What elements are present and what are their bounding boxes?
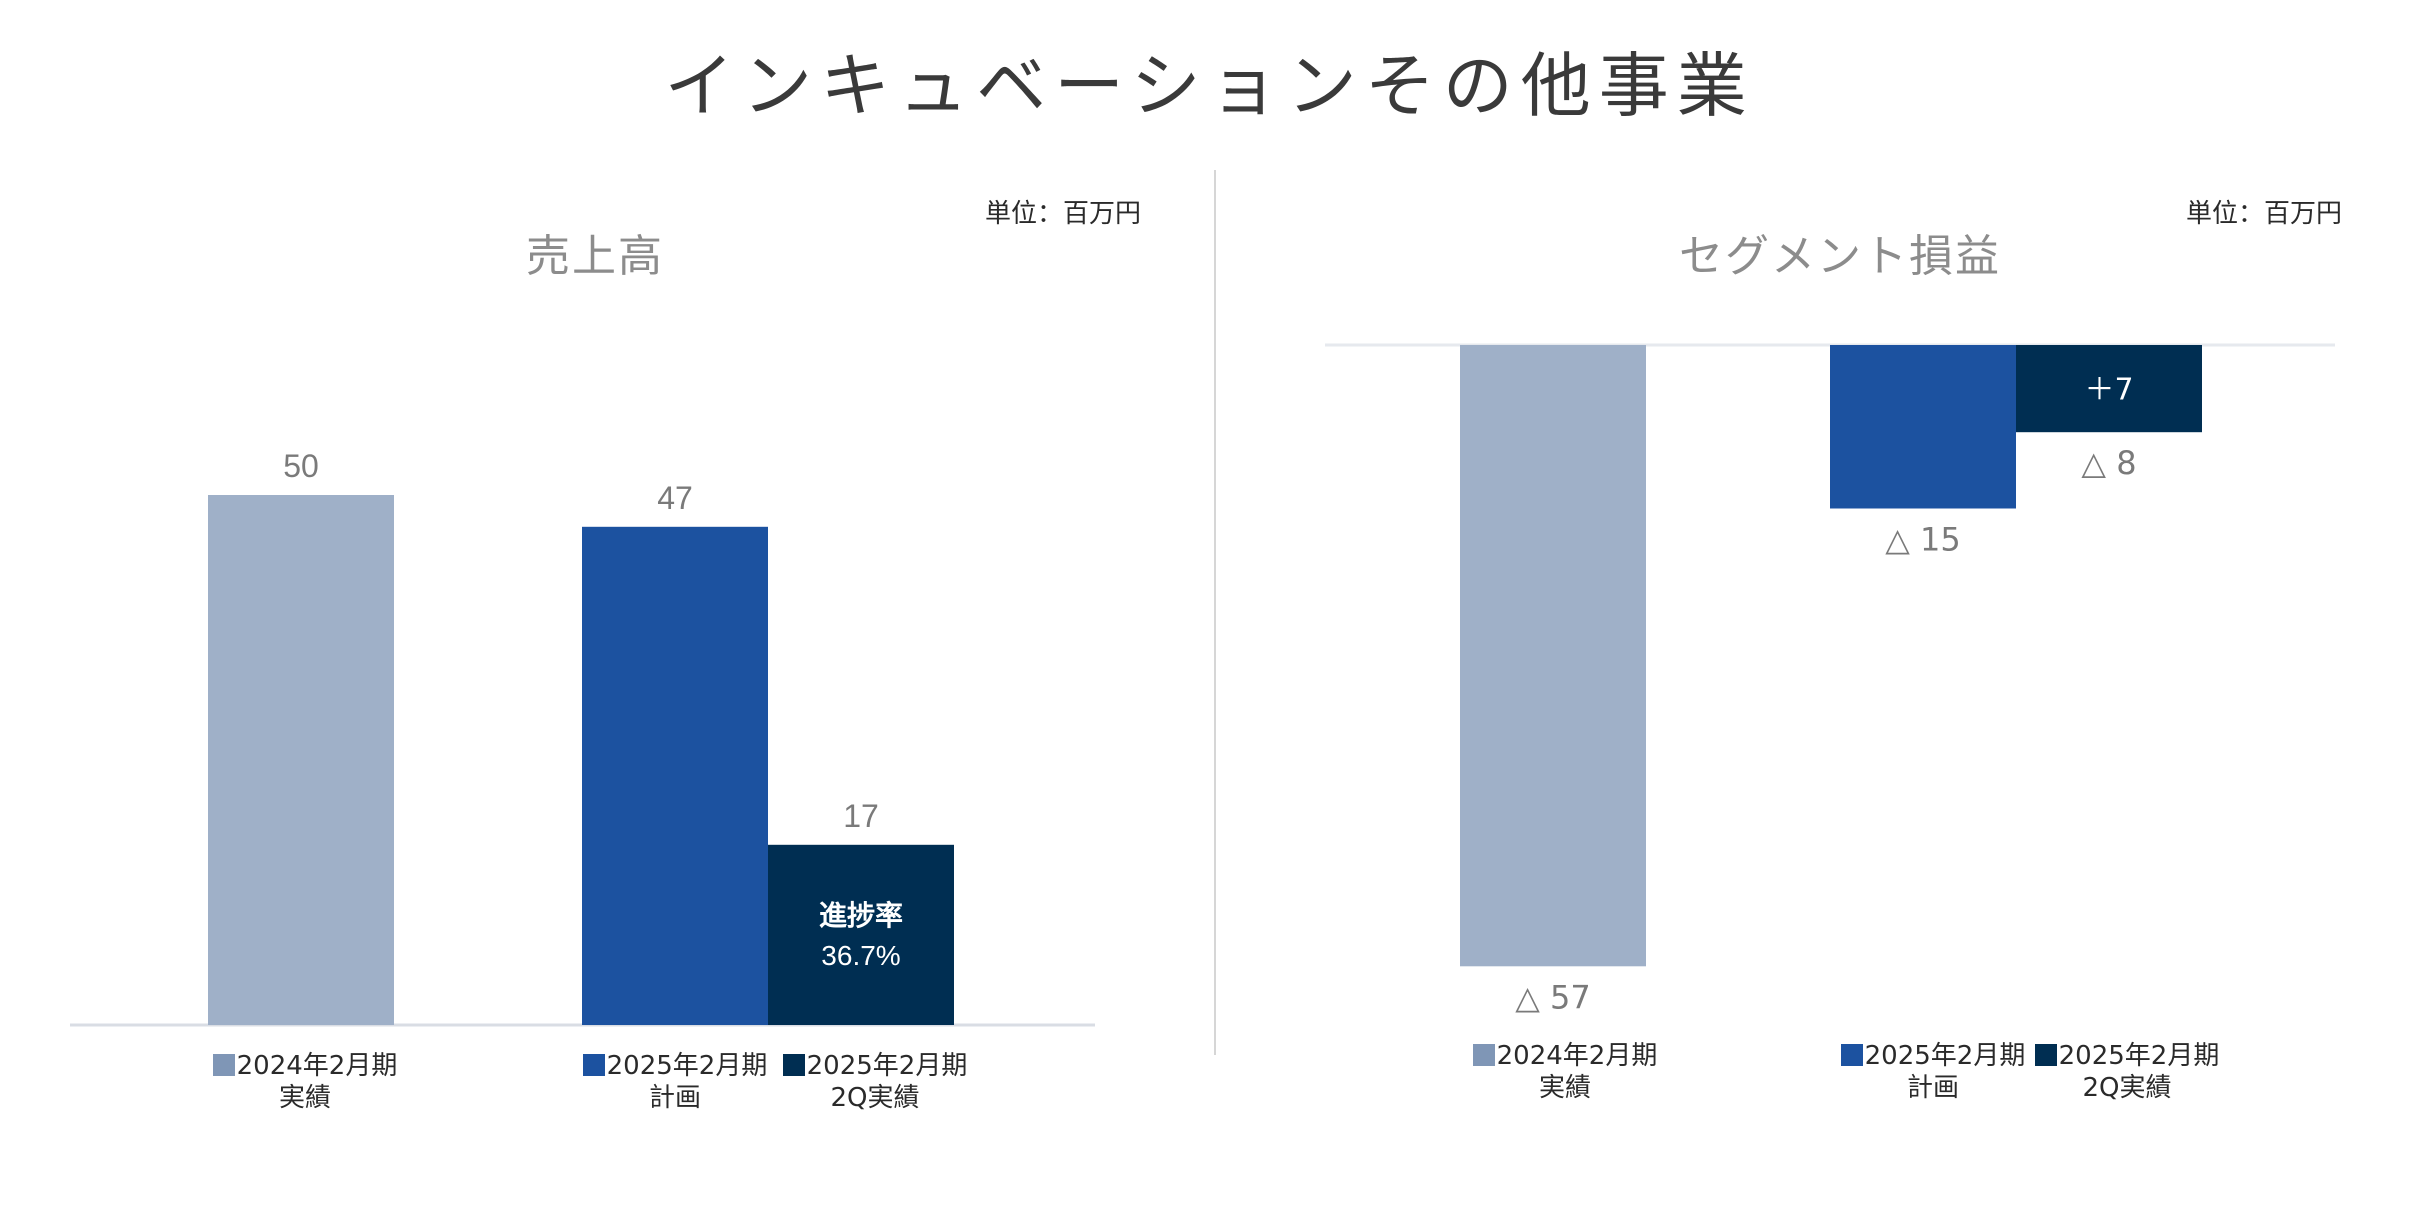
progress-rate-label: 進捗率	[819, 899, 903, 932]
improvement-label: ＋7	[2084, 373, 2133, 408]
segment-bar	[1830, 345, 2016, 509]
sales-bar	[208, 495, 394, 1025]
segment-chart-svg: △ 57 △ 15 △ 8 ＋7	[1325, 343, 2335, 1016]
segment-bar	[2016, 345, 2202, 433]
segment-value-label: △ 15	[1885, 521, 1961, 559]
segment-bar	[1460, 345, 1646, 967]
sales-bar	[768, 844, 954, 1025]
legend-item-2025-2q-actual: 2025年2月期 2Q実績	[780, 1050, 970, 1114]
legend-item-2025-plan: 2025年2月期 計画	[580, 1050, 770, 1114]
legend-item-2024-actual: 2024年2月期 実績	[1465, 1040, 1665, 1104]
sales-chart-title: 売上高	[526, 231, 664, 282]
sales-value-label: 47	[657, 480, 693, 516]
sales-chart-panel: 売上高 単位：百万円 50 47 17 進捗率 36.7% 2024年2月期 実績 20…	[0, 165, 1215, 1125]
legend-swatch	[782, 1054, 805, 1076]
legend-swatch	[212, 1054, 235, 1076]
legend-item-2025-2q-actual: 2025年2月期 2Q実績	[2032, 1040, 2222, 1104]
sales-value-label: 17	[843, 798, 879, 834]
legend-swatch	[2034, 1044, 2057, 1066]
legend-swatch	[582, 1054, 605, 1076]
segment-profit-chart-panel: セグメント損益 単位：百万円 △ 57 △ 15 △ 8 ＋7 2024年2月期 実績…	[1220, 165, 2419, 1125]
page-title: インキュベーションその他事業	[664, 45, 1755, 127]
segment-value-label: △ 8	[2081, 444, 2136, 482]
progress-rate-value: 36.7%	[821, 940, 900, 971]
sales-chart-svg: 50 47 17 進捗率 36.7%	[70, 448, 1095, 1027]
legend-item-2025-plan: 2025年2月期 計画	[1838, 1040, 2028, 1104]
sales-unit-label: 単位：百万円	[985, 199, 1142, 229]
panel-divider	[1214, 170, 1216, 1055]
legend-swatch	[1840, 1044, 1863, 1066]
sales-bar	[582, 526, 768, 1025]
legend-swatch	[1472, 1044, 1495, 1066]
sales-value-label: 50	[283, 448, 319, 484]
segment-unit-label: 単位：百万円	[2186, 199, 2343, 229]
segment-chart-title: セグメント損益	[1679, 231, 2001, 282]
segment-value-label: △ 57	[1515, 978, 1591, 1016]
legend-item-2024-actual: 2024年2月期 実績	[205, 1050, 405, 1114]
